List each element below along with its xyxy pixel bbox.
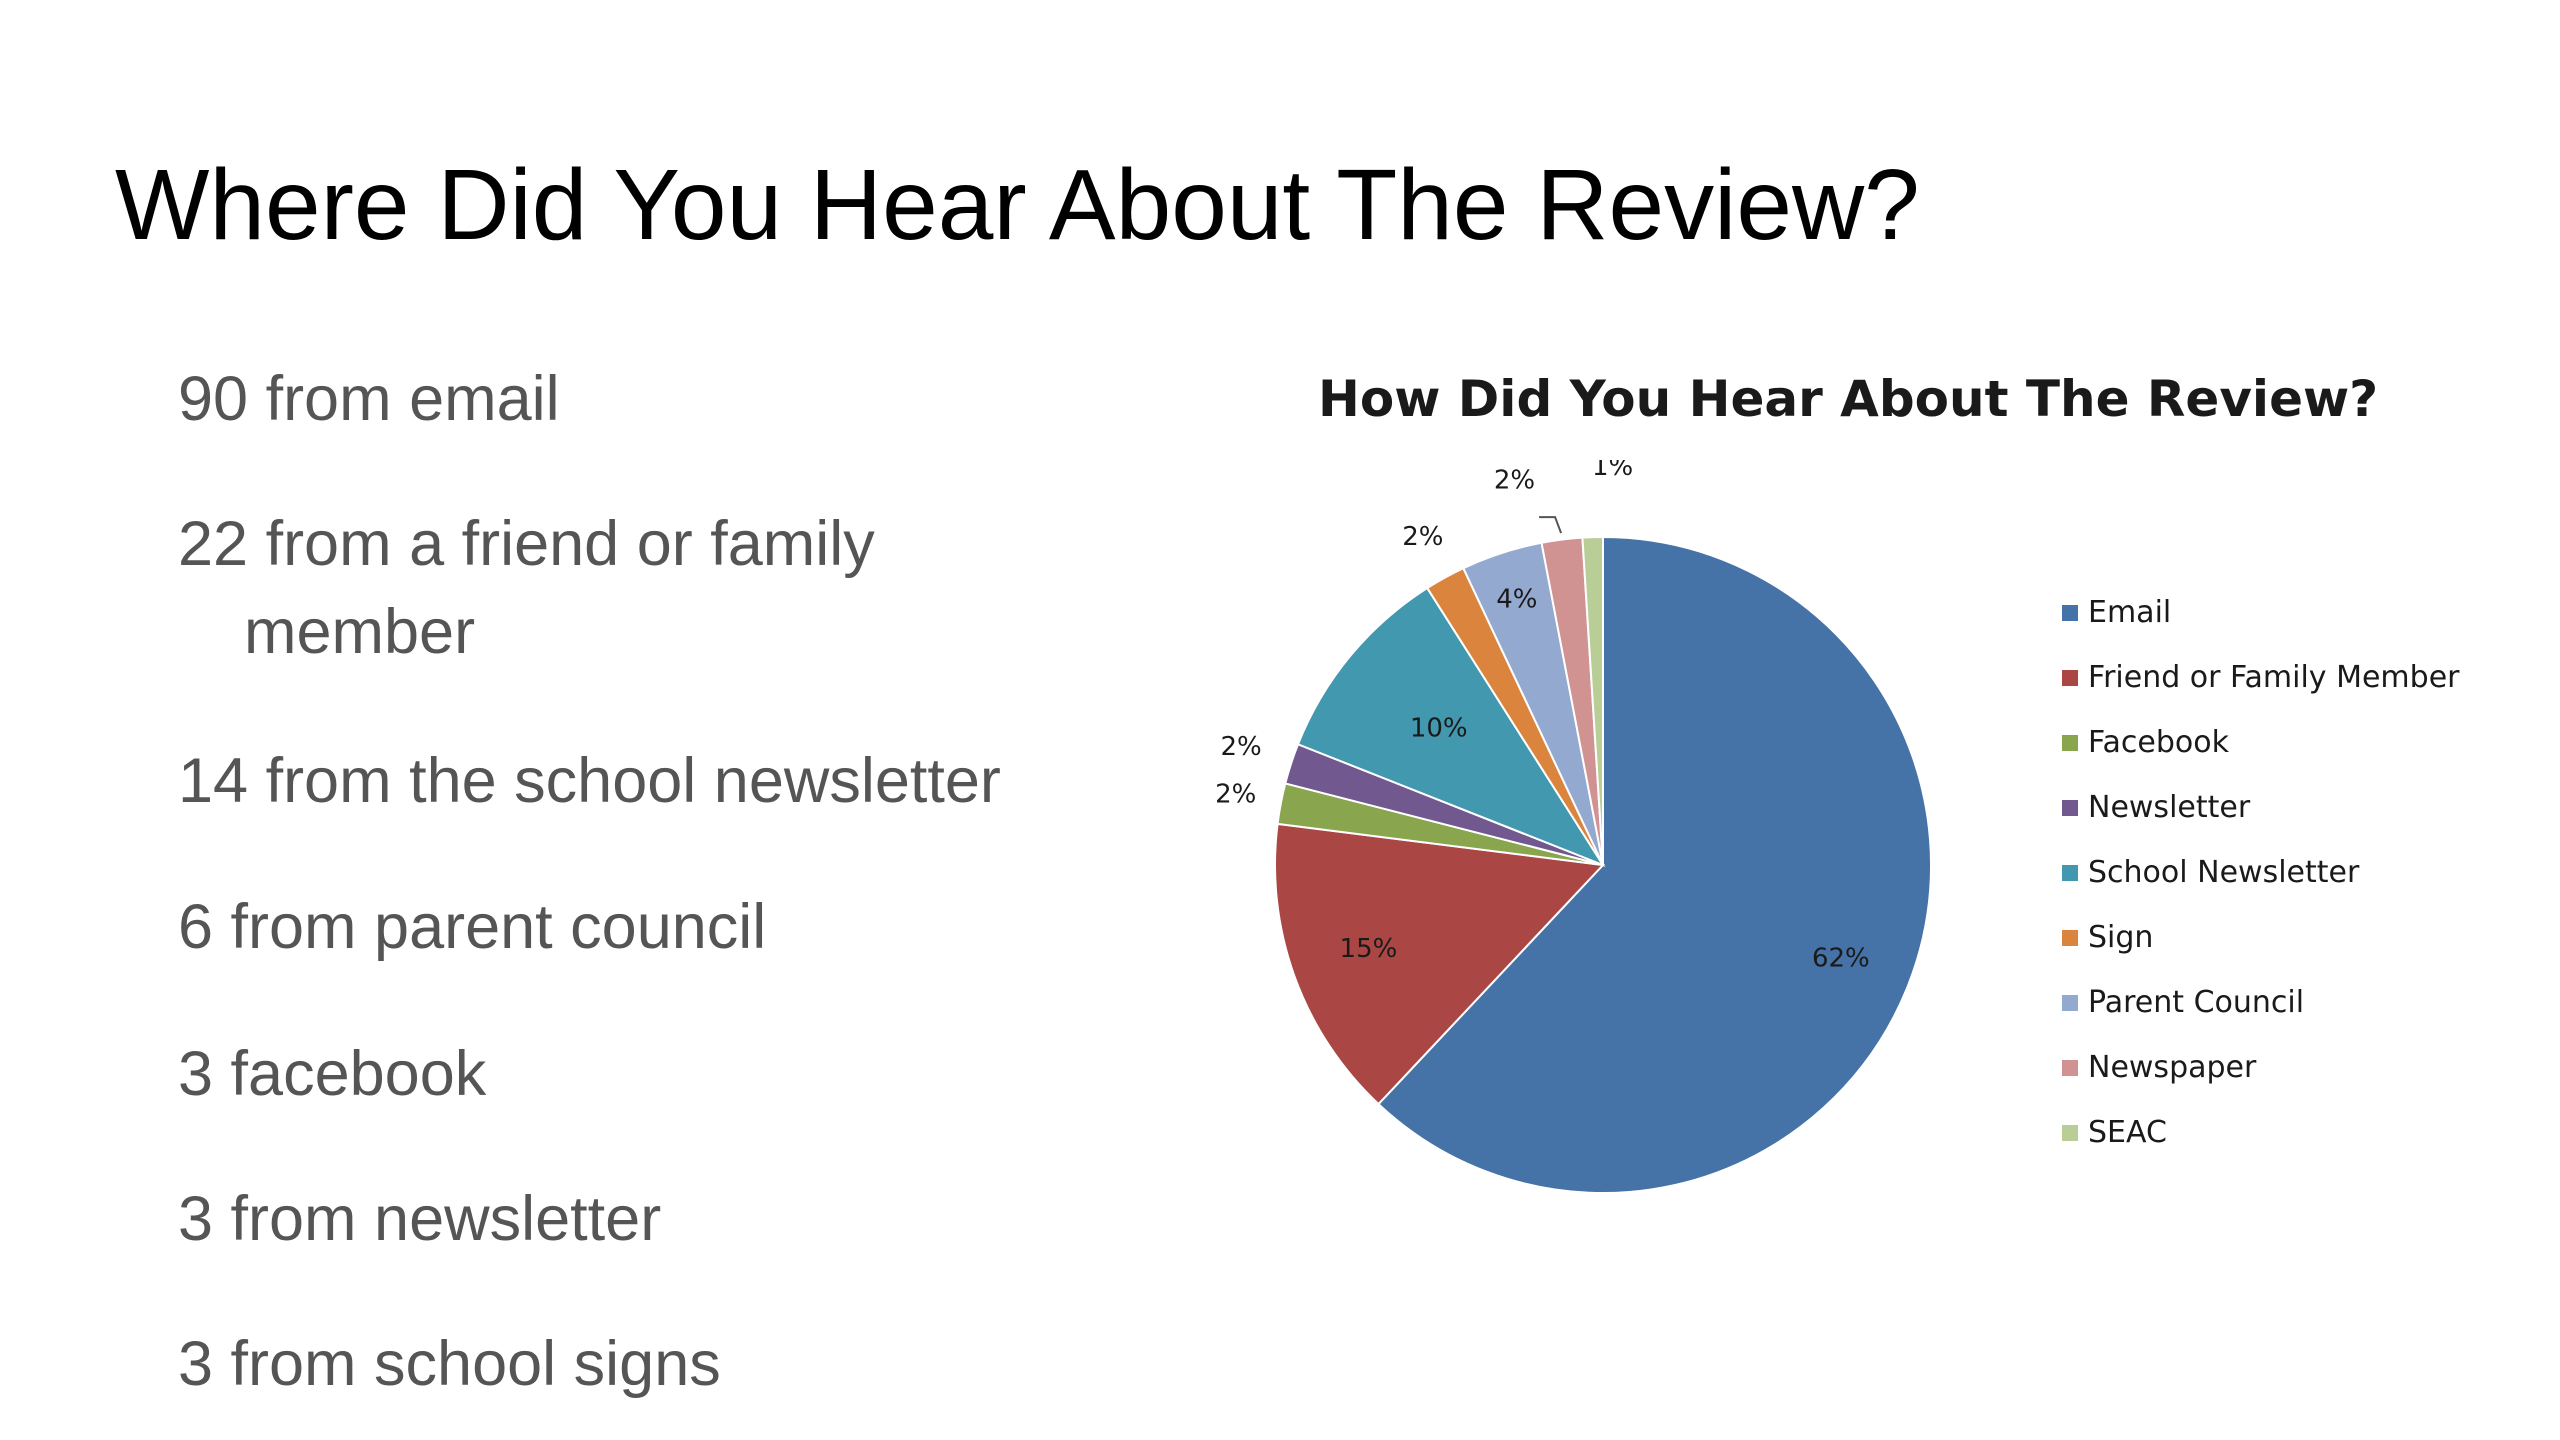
bullet-friend-family: 22 from a friend or family member: [178, 500, 978, 676]
pie-data-label: 10%: [1410, 714, 1468, 744]
pie-slice-friend-or-family-member: [1274, 822, 1606, 1106]
pie-leader-line: [1539, 516, 1563, 534]
legend-item: Sign: [2062, 905, 2459, 970]
legend-item: Newspaper: [2062, 1035, 2459, 1100]
bullet-parent-council: 6 from parent council: [178, 892, 767, 962]
legend-label: Newsletter: [2088, 790, 2251, 825]
pie-data-label: 15%: [1340, 934, 1398, 964]
legend-swatch: [2062, 669, 2078, 686]
bullet-school-signs: 3 from school signs: [178, 1329, 721, 1399]
pie-slice-seac: [1581, 535, 1604, 866]
legend-item: Friend or Family Member: [2062, 645, 2459, 710]
legend-item: Parent Council: [2062, 970, 2459, 1035]
chart-legend: Email Friend or Family Member Facebook News…: [2062, 580, 2459, 1165]
legend-swatch: [2062, 734, 2078, 751]
legend-swatch: [2062, 1059, 2078, 1076]
pie-data-label: 2%: [1494, 466, 1535, 496]
pie-slice-email: [1377, 535, 1932, 1194]
legend-label: SEAC: [2088, 1115, 2167, 1150]
pie-data-label: 2%: [1215, 779, 1256, 809]
legend-swatch: [2062, 864, 2078, 881]
legend-label: Sign: [2088, 920, 2154, 955]
legend-item: Facebook: [2062, 710, 2459, 775]
pie-data-label: 1%: [1592, 460, 1633, 482]
legend-label: Newspaper: [2088, 1050, 2257, 1085]
pie-data-label: 2%: [1402, 522, 1443, 552]
legend-item: Newsletter: [2062, 775, 2459, 840]
pie-chart: 62% 15% 2% 2% 10% 2% 4% 2% 1%: [1215, 460, 1932, 1194]
legend-label: Facebook: [2088, 725, 2229, 760]
legend-item: Email: [2062, 580, 2459, 645]
bullet-friend-family-line1: 22 from a friend or family: [178, 509, 875, 579]
pie-slice-school-newsletter: [1296, 586, 1606, 868]
legend-swatch: [2062, 929, 2078, 946]
legend-swatch: [2062, 1124, 2078, 1141]
legend-swatch: [2062, 799, 2078, 816]
pie-data-label: 2%: [1221, 732, 1262, 762]
legend-label: Email: [2088, 595, 2172, 630]
legend-item: School Newsletter: [2062, 840, 2459, 905]
legend-swatch: [2062, 994, 2078, 1011]
legend-item: SEAC: [2062, 1100, 2459, 1165]
legend-label: Friend or Family Member: [2088, 660, 2460, 695]
bullet-newsletter: 3 from newsletter: [178, 1184, 662, 1254]
legend-label: School Newsletter: [2088, 855, 2360, 890]
legend-label: Parent Council: [2088, 985, 2305, 1020]
slide-title: Where Did You Hear About The Review?: [115, 149, 1920, 261]
pie-data-label: 4%: [1496, 584, 1537, 614]
bullet-school-newsletter: 14 from the school newsletter: [178, 746, 1001, 816]
pie-data-label: 62%: [1812, 944, 1870, 974]
bullet-email: 90 from email: [178, 364, 560, 434]
chart-title: How Did You Hear About The Review?: [1318, 370, 2379, 428]
bullet-facebook: 3 facebook: [178, 1039, 487, 1109]
legend-swatch: [2062, 604, 2078, 621]
bullet-friend-family-line2: member: [244, 597, 476, 668]
